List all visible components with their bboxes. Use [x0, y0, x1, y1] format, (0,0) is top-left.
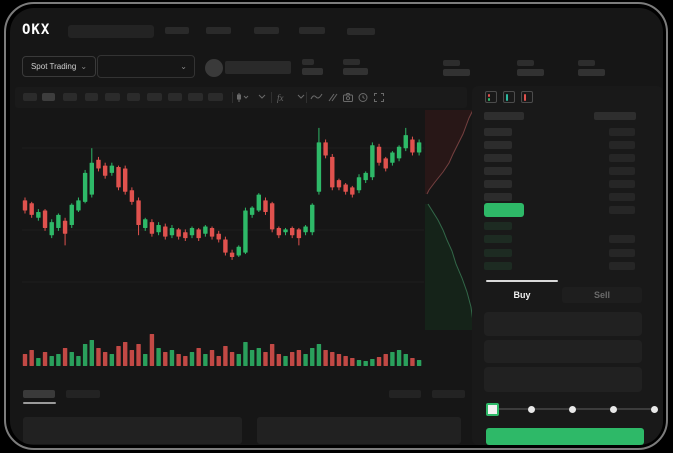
slider-stop[interactable]	[610, 406, 617, 413]
tab-buy[interactable]: Buy	[513, 290, 531, 300]
bottom-tab-active[interactable]	[23, 390, 55, 398]
search-input[interactable]	[68, 25, 154, 38]
depth-chart	[425, 108, 480, 332]
line-tool-icon[interactable]	[310, 91, 323, 103]
slider-stop[interactable]	[528, 406, 535, 413]
nav-item-placeholder[interactable]	[299, 27, 325, 34]
bottom-panel-left	[23, 417, 242, 444]
bid-amount-placeholder	[609, 249, 635, 257]
timeframe-button[interactable]	[147, 93, 162, 101]
toolbar-divider	[306, 92, 307, 103]
price-input[interactable]	[484, 312, 642, 336]
slider-stop[interactable]	[569, 406, 576, 413]
compare-icon[interactable]	[325, 91, 338, 103]
ask-amount-placeholder	[609, 180, 635, 188]
last-price-highlight[interactable]	[484, 203, 524, 217]
ask-price-placeholder	[484, 193, 512, 201]
depth-svg	[425, 109, 474, 330]
ask-amount-placeholder	[609, 193, 635, 201]
chevron-down-icon: ⌄	[80, 61, 88, 71]
stat-label-placeholder	[302, 59, 314, 65]
orderbook-scrollbar[interactable]	[486, 280, 558, 282]
bid-price-placeholder	[484, 249, 512, 257]
stat-label-placeholder	[343, 59, 360, 65]
stat-value-placeholder	[578, 69, 605, 76]
ask-price-placeholder	[484, 180, 512, 188]
ask-amount-placeholder	[609, 167, 635, 175]
nav-item-placeholder[interactable]	[254, 27, 279, 34]
toolbar-divider	[271, 92, 272, 103]
ask-amount-placeholder	[609, 141, 635, 149]
bottom-panel-right	[257, 417, 461, 444]
nav-item-placeholder[interactable]	[206, 27, 231, 34]
timeframe-button[interactable]	[85, 93, 98, 101]
app-canvas: OKX Spot Trading ⌄ ⌄ fx	[10, 8, 663, 445]
timeframe-button[interactable]	[127, 93, 140, 101]
timeframe-button[interactable]	[208, 93, 223, 101]
timeframe-button[interactable]	[188, 93, 203, 101]
ask-price-placeholder	[484, 128, 512, 136]
svg-text:fx: fx	[277, 93, 284, 103]
ask-price-placeholder	[484, 167, 512, 175]
ask-amount-placeholder	[609, 154, 635, 162]
stat-value-placeholder	[343, 68, 368, 75]
timeframe-button[interactable]	[63, 93, 77, 101]
bid-amount-placeholder	[609, 235, 635, 243]
stat-value-placeholder	[443, 69, 470, 76]
amount-input[interactable]	[484, 340, 642, 363]
stat-label-placeholder	[517, 60, 534, 66]
app-window: OKX Spot Trading ⌄ ⌄ fx	[10, 8, 663, 445]
bid-amount-placeholder	[609, 262, 635, 270]
okx-logo: OKX	[22, 22, 51, 38]
timeframe-button[interactable]	[23, 93, 37, 101]
timeframe-button[interactable]	[168, 93, 182, 101]
stat-label-placeholder	[578, 60, 595, 66]
tab-sell[interactable]: Sell	[562, 287, 642, 303]
bottom-tab-underline	[23, 402, 56, 404]
bid-price-placeholder	[484, 222, 512, 230]
timeframe-button[interactable]	[105, 93, 120, 101]
interval-dropdown-icon[interactable]	[255, 91, 268, 103]
slider-handle[interactable]	[486, 403, 499, 416]
stat-value-placeholder	[517, 69, 544, 76]
orderbook-header-price	[484, 112, 524, 120]
nav-item-placeholder[interactable]	[165, 27, 189, 34]
chart-type-icon[interactable]	[236, 91, 249, 103]
orderbook-asks-icon[interactable]	[521, 91, 533, 103]
slider-stop[interactable]	[651, 406, 658, 413]
pair-selector-dropdown[interactable]: ⌄	[97, 55, 195, 78]
indicators-icon[interactable]: fx	[276, 91, 292, 103]
coin-avatar[interactable]	[205, 59, 223, 77]
chevron-down-icon: ⌄	[180, 61, 187, 71]
market-type-dropdown[interactable]: Spot Trading ⌄	[22, 56, 96, 77]
ask-price-placeholder	[484, 141, 512, 149]
bid-price-placeholder	[484, 235, 512, 243]
chevron-down-icon[interactable]	[294, 91, 307, 103]
timeframe-button[interactable]	[42, 93, 55, 101]
bottom-action-placeholder[interactable]	[389, 390, 421, 398]
bid-price-placeholder	[484, 262, 512, 270]
ask-amount-placeholder	[609, 128, 635, 136]
chart-svg	[22, 127, 424, 366]
pair-name-placeholder	[225, 61, 291, 74]
market-type-label: Spot Trading	[30, 62, 77, 71]
clock-icon[interactable]	[356, 91, 369, 103]
bottom-tab[interactable]	[66, 390, 100, 398]
buy-submit-button[interactable]	[486, 428, 644, 445]
camera-icon[interactable]	[341, 91, 354, 103]
ask-price-placeholder	[484, 154, 512, 162]
stat-value-placeholder	[302, 68, 323, 75]
fullscreen-icon[interactable]	[372, 91, 385, 103]
toolbar-divider	[232, 92, 233, 103]
bottom-action-placeholder[interactable]	[432, 390, 465, 398]
stat-label-placeholder	[443, 60, 460, 66]
orderbook-all-icon[interactable]	[485, 91, 497, 103]
total-input[interactable]	[484, 367, 642, 392]
orderbook-bids-icon[interactable]	[503, 91, 515, 103]
nav-item-placeholder[interactable]	[347, 28, 375, 35]
orderbook-header-amount	[594, 112, 636, 120]
last-amount-placeholder	[609, 206, 635, 214]
candlestick-chart	[22, 110, 424, 366]
